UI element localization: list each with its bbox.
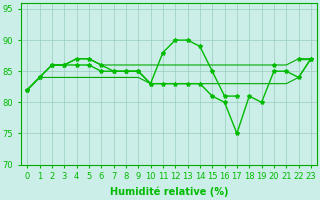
- X-axis label: Humidité relative (%): Humidité relative (%): [110, 187, 228, 197]
